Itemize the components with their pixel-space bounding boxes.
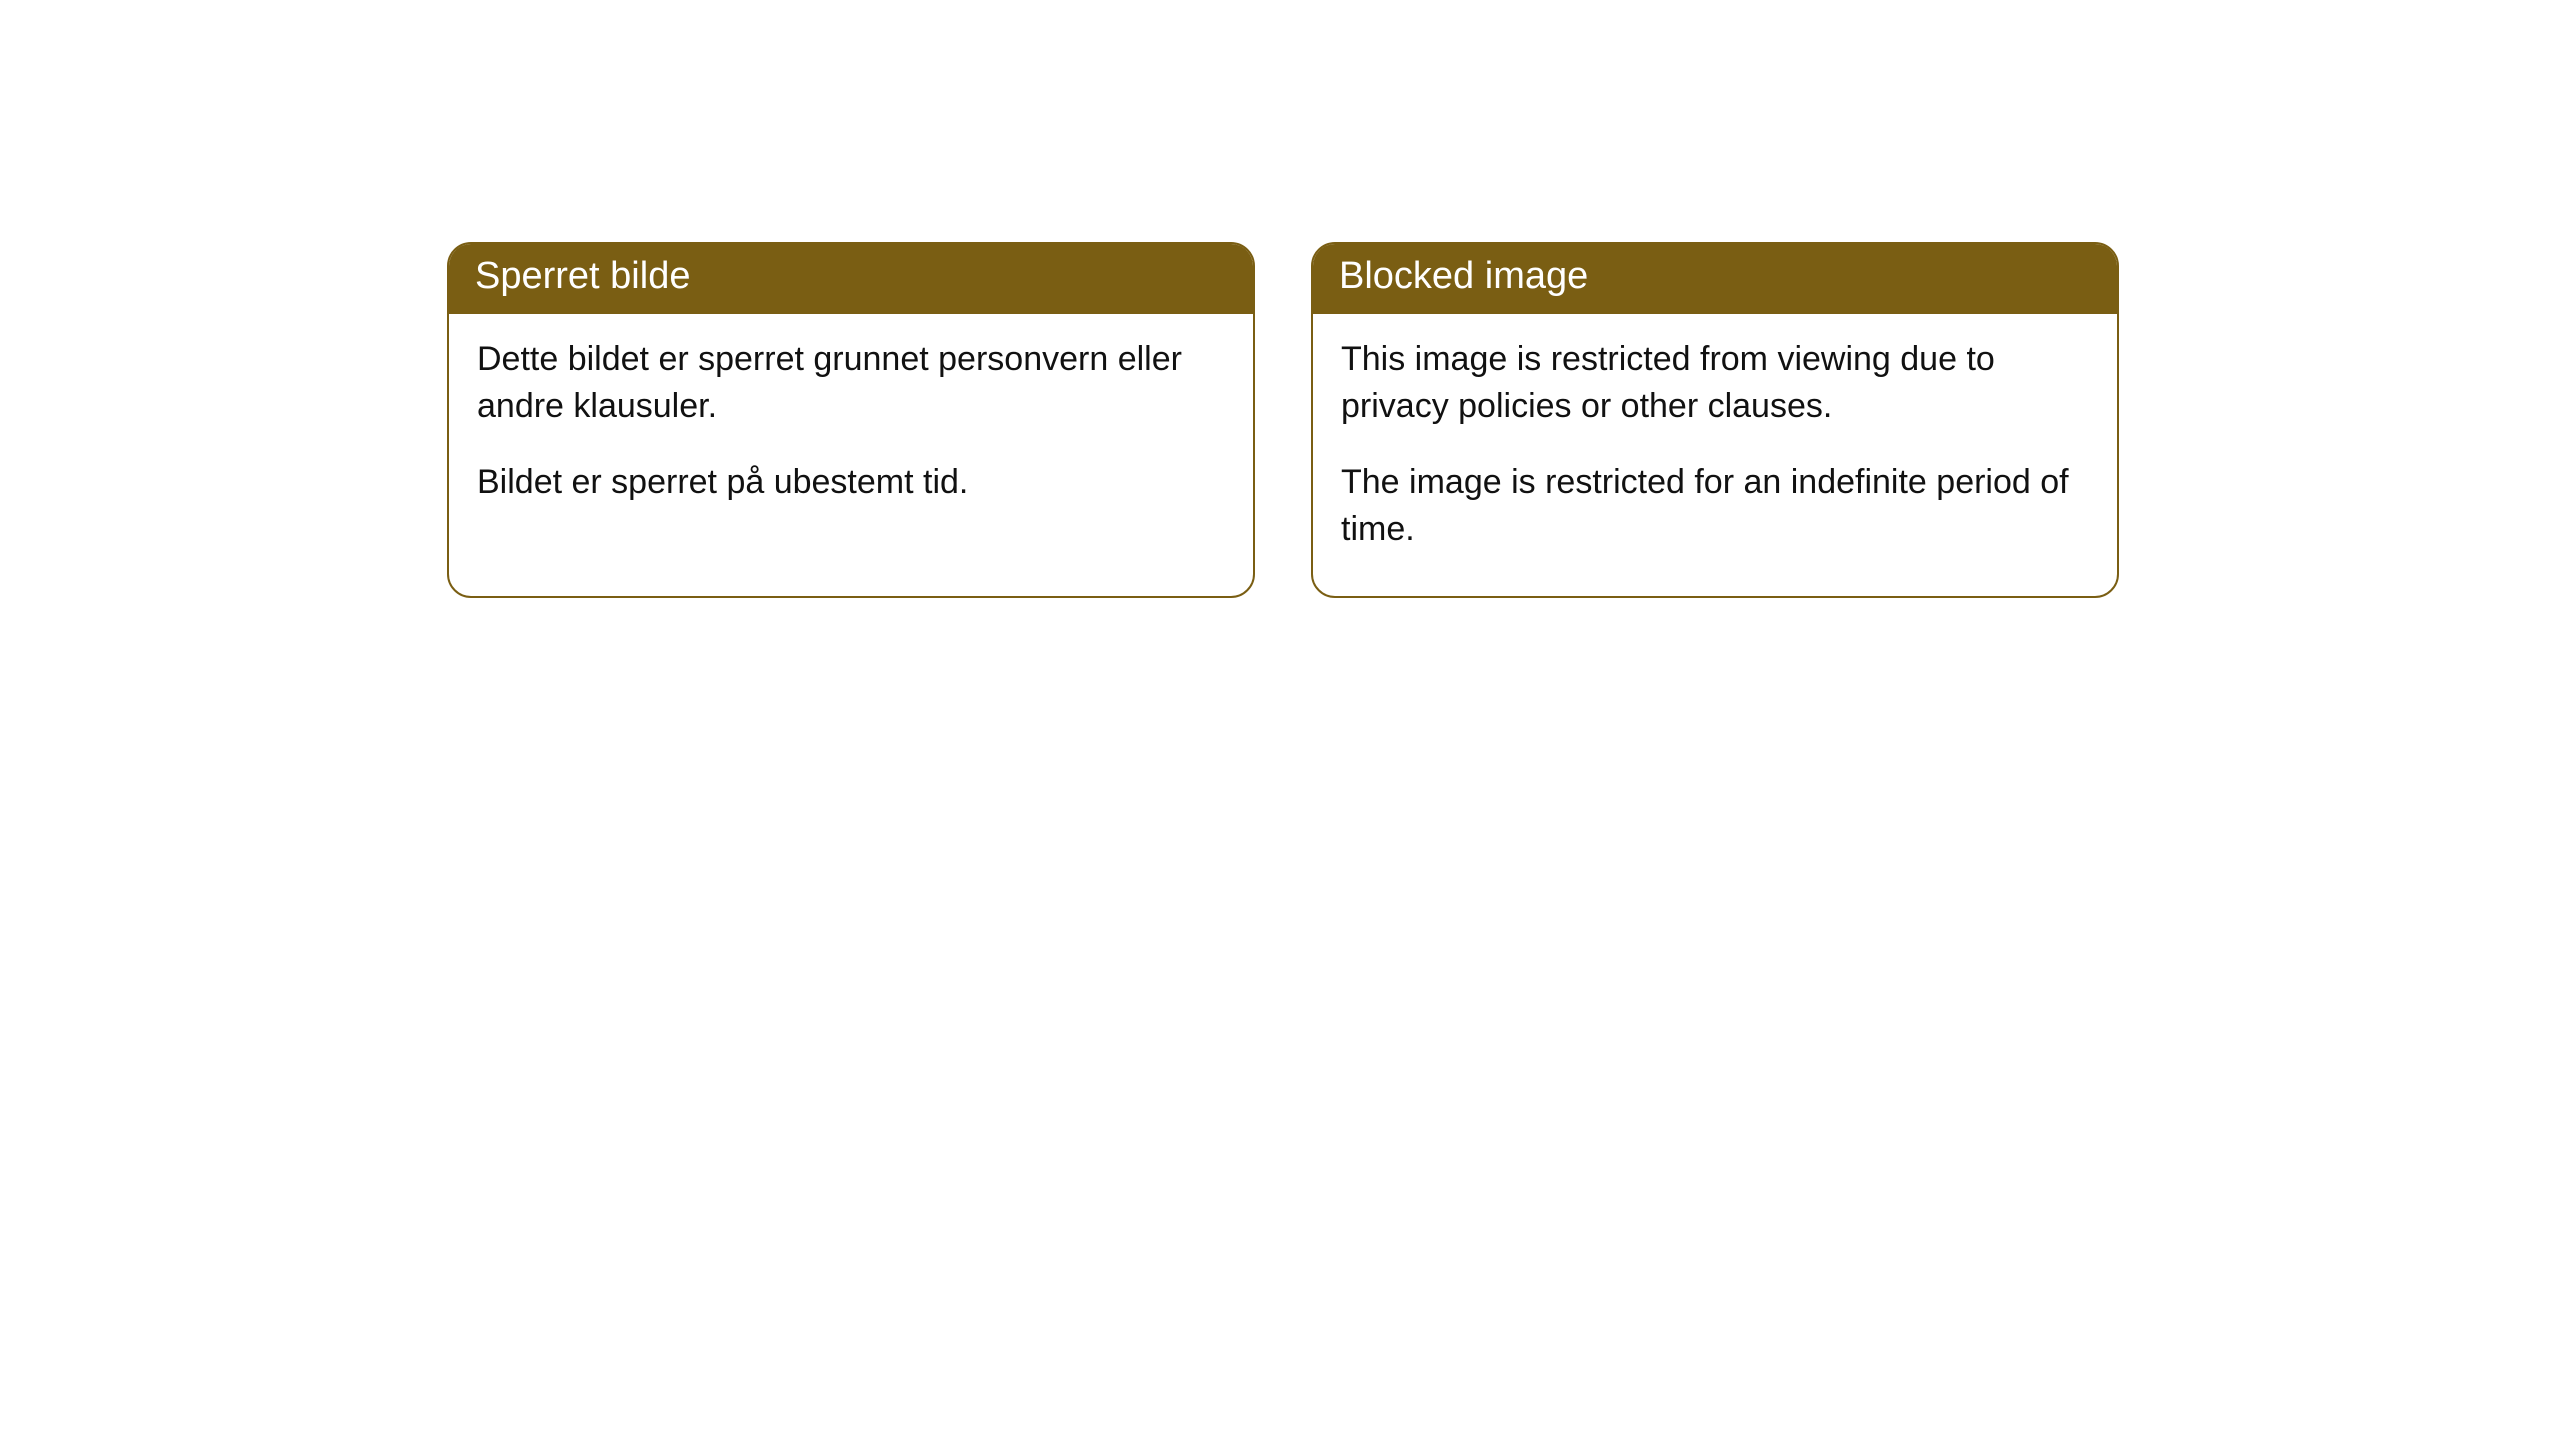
card-header-english: Blocked image <box>1313 244 2117 314</box>
card-text-norwegian-1: Dette bildet er sperret grunnet personve… <box>477 336 1225 431</box>
card-text-norwegian-2: Bildet er sperret på ubestemt tid. <box>477 459 1225 507</box>
notice-card-norwegian: Sperret bilde Dette bildet er sperret gr… <box>447 242 1255 598</box>
card-header-norwegian: Sperret bilde <box>449 244 1253 314</box>
card-body-norwegian: Dette bildet er sperret grunnet personve… <box>449 314 1253 549</box>
notice-card-english: Blocked image This image is restricted f… <box>1311 242 2119 598</box>
card-text-english-1: This image is restricted from viewing du… <box>1341 336 2089 431</box>
notice-cards-container: Sperret bilde Dette bildet er sperret gr… <box>0 0 2560 598</box>
card-body-english: This image is restricted from viewing du… <box>1313 314 2117 596</box>
card-text-english-2: The image is restricted for an indefinit… <box>1341 459 2089 554</box>
